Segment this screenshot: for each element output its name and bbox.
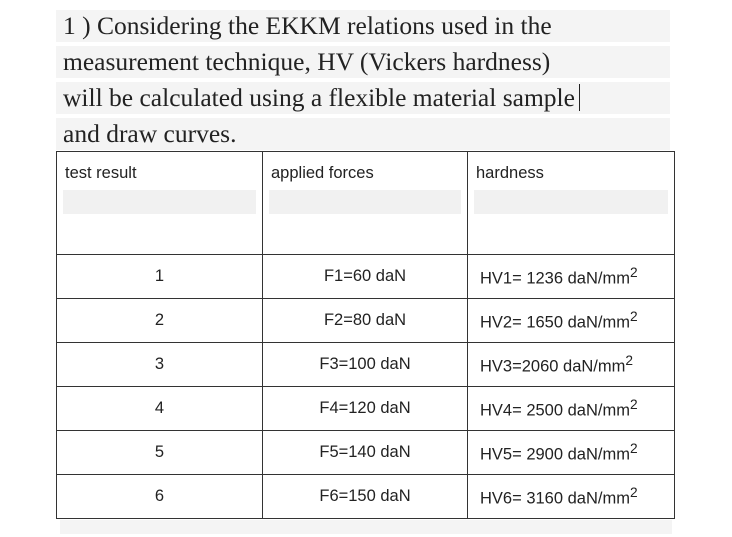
hardness-cell: HV5= 2900 daN/mm2: [467, 430, 675, 475]
header-applied-forces: applied forces: [271, 164, 374, 182]
hardness-cell: HV4= 2500 daN/mm2: [467, 386, 675, 431]
unit-exponent: 2: [629, 264, 638, 280]
unit-exponent: 2: [629, 484, 638, 500]
header-cell-hardness: hardness: [467, 151, 675, 255]
table-row: 5 F5=140 daN HV5= 2900 daN/mm2: [56, 430, 675, 475]
test-cell: 5: [56, 430, 263, 475]
question-line-4-text: and draw curves.: [63, 119, 237, 148]
force-cell: F4=120 daN: [262, 386, 468, 431]
force-cell: F1=60 daN: [262, 254, 468, 299]
table-row: 2 F2=80 daN HV2= 1650 daN/mm2: [56, 298, 675, 343]
hardness-value: HV2= 1650: [480, 313, 568, 332]
hardness-cell: HV1= 1236 daN/mm2: [467, 254, 675, 299]
question-text: 1 ) Considering the EKKM relations used …: [56, 10, 670, 154]
hardness-value: HV6= 3160: [480, 489, 568, 508]
table-row: 1 F1=60 daN HV1= 1236 daN/mm2: [56, 254, 675, 299]
unit-base: daN/mm: [567, 489, 630, 508]
question-line-4: and draw curves.: [56, 118, 670, 150]
question-line-2: measurement technique, HV (Vickers hardn…: [56, 46, 670, 78]
header-hardness: hardness: [476, 164, 544, 182]
unit-base: daN/mm: [567, 269, 630, 288]
table-header-row: test result applied forces hardness: [56, 151, 675, 255]
unit-base: daN/mm: [567, 313, 630, 332]
table-row: 4 F4=120 daN HV4= 2500 daN/mm2: [56, 386, 675, 431]
force-cell: F5=140 daN: [262, 430, 468, 475]
unit-exponent: 2: [629, 440, 638, 456]
unit-exponent: 2: [629, 396, 638, 412]
header-input-shade: [474, 190, 668, 214]
hardness-value: HV5= 2900: [480, 445, 568, 464]
hardness-value: HV1= 1236: [480, 269, 568, 288]
force-cell: F2=80 daN: [262, 298, 468, 343]
table-row: 3 F3=100 daN HV3=2060 daN/mm2: [56, 342, 675, 387]
header-input-shade: [63, 190, 256, 214]
question-line-3-text: will be calculated using a flexible mate…: [63, 83, 575, 112]
text-cursor: [578, 84, 581, 111]
question-line-3: will be calculated using a flexible mate…: [56, 82, 670, 114]
hardness-cell: HV2= 1650 daN/mm2: [467, 298, 675, 343]
hardness-value: HV4= 2500: [480, 401, 568, 420]
hardness-value: HV3=2060: [480, 357, 564, 376]
test-cell: 6: [56, 474, 263, 519]
force-cell: F6=150 daN: [262, 474, 468, 519]
header-cell-test-result: test result: [56, 151, 263, 255]
unit-exponent: 2: [625, 352, 634, 368]
header-test-result: test result: [65, 164, 137, 182]
question-line-1-text: 1 ) Considering the EKKM relations used …: [63, 11, 552, 40]
header-input-shade: [269, 190, 461, 214]
question-line-1: 1 ) Considering the EKKM relations used …: [56, 10, 670, 42]
test-cell: 2: [56, 298, 263, 343]
unit-exponent: 2: [629, 308, 638, 324]
header-cell-applied-forces: applied forces: [262, 151, 468, 255]
question-line-2-text: measurement technique, HV (Vickers hardn…: [63, 47, 551, 76]
unit-base: daN/mm: [563, 357, 626, 376]
hardness-cell: HV3=2060 daN/mm2: [467, 342, 675, 387]
unit-base: daN/mm: [567, 401, 630, 420]
table-row: 6 F6=150 daN HV6= 3160 daN/mm2: [56, 474, 675, 519]
bottom-shade: [60, 520, 672, 534]
force-cell: F3=100 daN: [262, 342, 468, 387]
test-cell: 1: [56, 254, 263, 299]
test-cell: 4: [56, 386, 263, 431]
hardness-table: test result applied forces hardness 1 F1…: [56, 151, 675, 519]
hardness-cell: HV6= 3160 daN/mm2: [467, 474, 675, 519]
unit-base: daN/mm: [567, 445, 630, 464]
test-cell: 3: [56, 342, 263, 387]
